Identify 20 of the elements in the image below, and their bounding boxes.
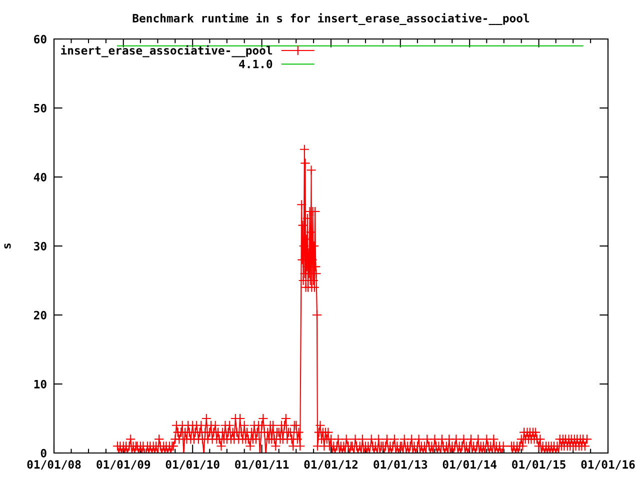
y-tick-label: 40 bbox=[34, 172, 46, 182]
x-tick-label: 01/01/16 bbox=[581, 460, 635, 470]
x-tick-label: 01/01/08 bbox=[27, 460, 81, 470]
y-tick-label: 10 bbox=[34, 380, 46, 388]
y-tick-label: 60 bbox=[34, 34, 46, 44]
y-tick-label: 20 bbox=[34, 310, 46, 320]
x-tick-label: 01/01/13 bbox=[374, 460, 428, 470]
x-tick-label: 01/01/10 bbox=[166, 460, 220, 470]
x-tick-label: 01/01/11 bbox=[235, 460, 289, 470]
y-tick-label: 50 bbox=[34, 104, 46, 112]
chart-title: Benchmark runtime in s for insert_erase_associative-__pool bbox=[132, 13, 530, 26]
y-tick-label: 30 bbox=[34, 242, 46, 250]
legend-label: insert_erase_associative-__pool bbox=[61, 45, 272, 58]
y-tick-label: 0 bbox=[40, 448, 46, 458]
x-tick-label: 01/01/09 bbox=[96, 460, 150, 470]
y-axis-title: s bbox=[4, 243, 11, 248]
x-tick-label: 01/01/14 bbox=[442, 460, 497, 470]
legend-label: 4.1.0 bbox=[239, 60, 272, 68]
x-tick-label: 01/01/15 bbox=[512, 460, 566, 470]
x-tick-label: 01/01/12 bbox=[304, 460, 358, 470]
